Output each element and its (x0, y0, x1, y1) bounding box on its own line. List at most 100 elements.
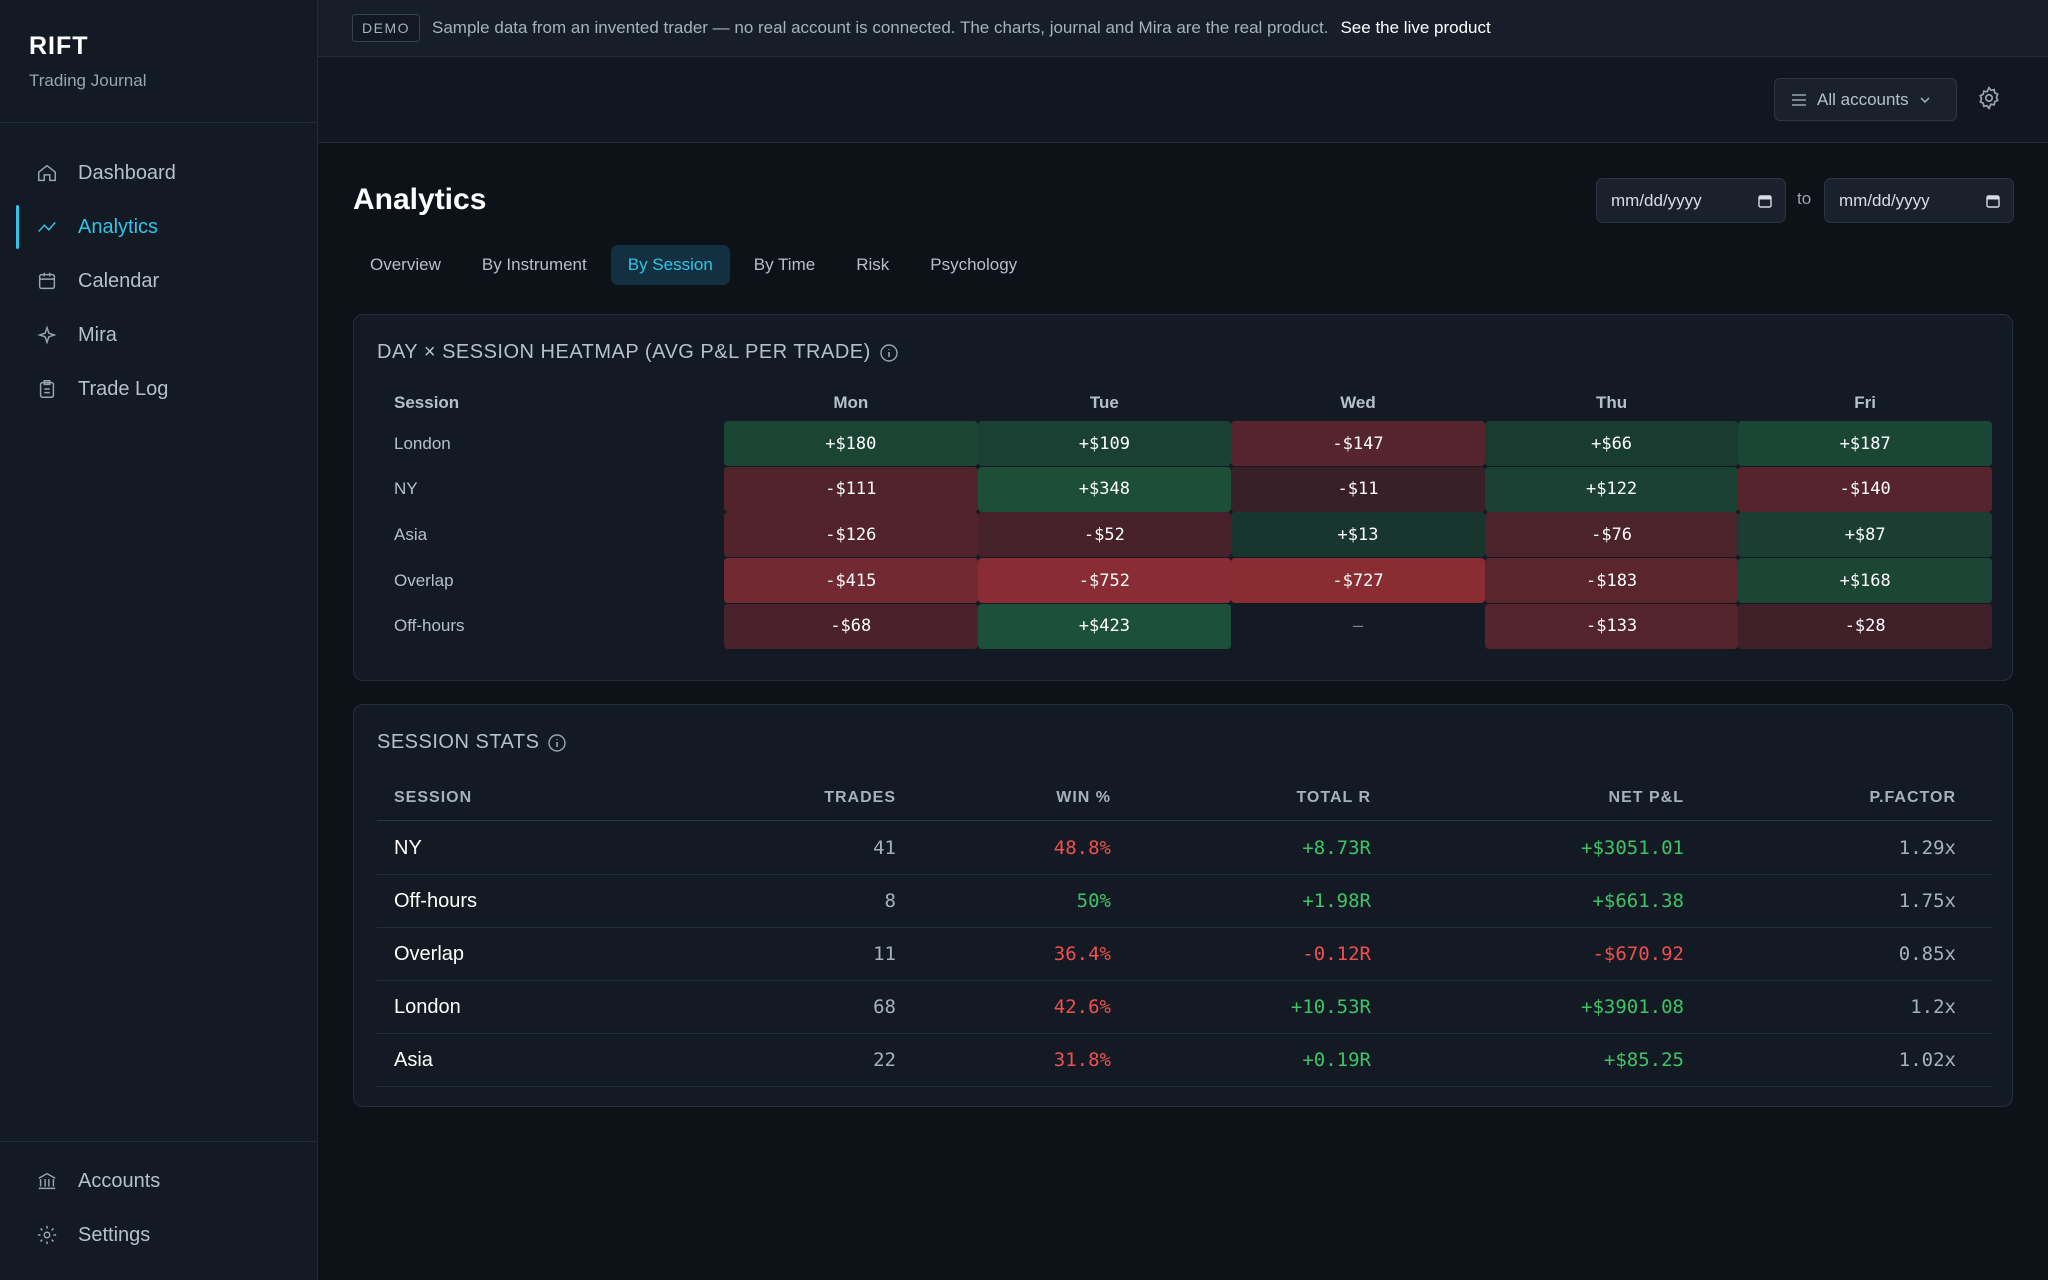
column-header-total-r[interactable]: TOTAL R (1296, 788, 1371, 806)
settings-button[interactable] (1976, 85, 2006, 115)
heatmap-cell[interactable]: -$126 (724, 512, 978, 558)
chevron-down-icon (1920, 96, 1930, 103)
trades-cell: 41 (873, 837, 896, 859)
total-r-cell: +8.73R (1302, 837, 1371, 859)
tab-by-time[interactable]: By Time (753, 255, 816, 274)
home-icon (36, 162, 58, 184)
sidebar-item-dashboard[interactable]: Dashboard (0, 146, 317, 200)
net-pl-cell: -$670.92 (1592, 943, 1684, 965)
bank-icon (36, 1170, 58, 1192)
total-r-cell: +0.19R (1302, 1049, 1371, 1071)
win-rate-cell: 36.4% (1053, 943, 1111, 965)
heatmap-cell[interactable]: -$133 (1484, 603, 1739, 649)
tab-psychology[interactable]: Psychology (930, 255, 1018, 274)
column-header-profit-factor[interactable]: P.FACTOR (1869, 788, 1956, 806)
heatmap-day-header: Tue (1089, 393, 1119, 412)
tab-risk[interactable]: Risk (856, 255, 890, 274)
column-header-win[interactable]: WIN % (1056, 788, 1111, 806)
brand-name: RIFT (29, 32, 89, 60)
account-select[interactable]: All accounts (1774, 78, 1957, 121)
heatmap-cell[interactable]: +$122 (1484, 466, 1739, 512)
heatmap-cell[interactable]: +$109 (977, 421, 1232, 467)
heatmap-cell[interactable]: +$168 (1738, 558, 1992, 604)
tab-by-session[interactable]: By Session (610, 245, 730, 285)
info-icon[interactable] (879, 343, 899, 363)
table-row[interactable]: Overlap 11 36.4% -0.12R -$670.92 0.85x (377, 928, 1992, 981)
heatmap-cell[interactable]: +$423 (977, 603, 1232, 649)
heatmap-cell[interactable]: -$140 (1738, 466, 1992, 512)
heatmap-day-header: Wed (1340, 393, 1376, 412)
heatmap-cell[interactable]: -$68 (724, 603, 978, 649)
heatmap-row: Asia -$126 -$52 +$13 -$76 +$87 (377, 512, 1992, 558)
trades-cell: 11 (873, 943, 896, 965)
heatmap-cell[interactable]: -$28 (1738, 603, 1992, 649)
column-header-net-pl[interactable]: NET P&L (1608, 788, 1684, 806)
calendar-icon (1986, 195, 2000, 208)
demo-banner: DEMO Sample data from an invented trader… (318, 0, 2048, 57)
clipboard-icon (36, 378, 58, 400)
total-r-cell: +10.53R (1290, 996, 1371, 1018)
info-icon[interactable] (547, 733, 567, 753)
session-stats-title-text: SESSION STATS (377, 731, 540, 753)
table-row[interactable]: Off-hours 8 50% +1.98R +$661.38 1.75x (377, 875, 1992, 928)
trades-cell: 8 (884, 890, 896, 912)
heatmap-cell[interactable]: -$415 (724, 558, 978, 604)
heatmap-cell[interactable]: +$87 (1738, 512, 1992, 558)
sidebar-item-mira[interactable]: Mira (0, 308, 317, 362)
table-row[interactable]: NY 41 48.8% +8.73R +$3051.01 1.29x (377, 822, 1992, 875)
sidebar-item-accounts[interactable]: Accounts (0, 1154, 317, 1208)
heatmap-grid: Session Mon Tue Wed Thu Fri London +$180 +… (377, 385, 1992, 649)
heatmap-cell[interactable]: -$147 (1231, 421, 1485, 467)
sidebar-item-trade-log[interactable]: Trade Log (0, 362, 317, 416)
heatmap-cell[interactable]: +$66 (1484, 421, 1739, 467)
heatmap-body: London +$180 +$109 -$147 +$66 +$187 NY -$111 +$3… (377, 421, 1992, 649)
trades-cell: 68 (873, 996, 896, 1018)
heatmap-row: Overlap -$415 -$752 -$727 -$183 +$168 (377, 558, 1992, 604)
net-pl-cell: +$85.25 (1603, 1049, 1684, 1071)
heatmap-cell[interactable]: — (1352, 616, 1364, 637)
win-rate-cell: 42.6% (1053, 996, 1111, 1018)
heatmap-title: DAY × SESSION HEATMAP (AVG P&L PER TRADE… (377, 341, 899, 364)
column-header-session[interactable]: SESSION (394, 788, 473, 806)
heatmap-cell[interactable]: +$187 (1738, 421, 1992, 467)
sidebar-item-label: Settings (78, 1223, 151, 1246)
tab-overview[interactable]: Overview (370, 255, 441, 274)
session-cell: London (394, 995, 461, 1018)
profit-factor-cell: 1.29x (1898, 837, 1956, 859)
heatmap-row: London +$180 +$109 -$147 +$66 +$187 (377, 421, 1992, 467)
heatmap-cell[interactable]: -$183 (1484, 558, 1739, 604)
heatmap-card: DAY × SESSION HEATMAP (AVG P&L PER TRADE… (353, 314, 2013, 681)
tab-by-instrument[interactable]: By Instrument (481, 255, 587, 274)
profit-factor-cell: 1.02x (1898, 1049, 1956, 1071)
heatmap-cell[interactable]: -$111 (724, 466, 978, 512)
sidebar-item-analytics[interactable]: Analytics (0, 200, 317, 254)
sidebar-item-label: Analytics (78, 215, 159, 238)
brand-subtitle: Trading Journal (29, 71, 147, 90)
topbar: All accounts (318, 57, 2048, 143)
heatmap-cell[interactable]: -$11 (1231, 466, 1485, 512)
calendar-icon (36, 270, 58, 292)
heatmap-cell[interactable]: -$76 (1484, 512, 1739, 558)
heatmap-row: NY -$111 +$348 -$11 +$122 -$140 (377, 466, 1992, 513)
sidebar: RIFT Trading Journal Dashboard Analytics… (0, 0, 318, 1280)
heatmap-cell[interactable]: -$752 (977, 558, 1232, 604)
gear-icon (1979, 86, 1999, 110)
date-to-input[interactable]: mm/dd/yyyy (1824, 178, 2014, 223)
session-cell: Overlap (394, 942, 465, 965)
heatmap-cell[interactable]: +$348 (977, 466, 1232, 512)
heatmap-cell[interactable]: +$13 (1231, 512, 1485, 558)
heatmap-cell[interactable]: -$52 (977, 512, 1232, 558)
net-pl-cell: +$661.38 (1592, 890, 1684, 912)
sidebar-item-settings[interactable]: Settings (0, 1208, 317, 1262)
win-rate-cell: 48.8% (1053, 837, 1111, 859)
date-from-input[interactable]: mm/dd/yyyy (1596, 178, 1786, 223)
table-row[interactable]: Asia 22 31.8% +0.19R +$85.25 1.02x (377, 1034, 1992, 1087)
sidebar-item-label: Dashboard (78, 161, 176, 184)
table-row[interactable]: London 68 42.6% +10.53R +$3901.08 1.2x (377, 981, 1992, 1034)
heatmap-cell[interactable]: -$727 (1231, 558, 1485, 604)
heatmap-cell[interactable]: +$180 (724, 421, 978, 467)
win-rate-cell: 31.8% (1053, 1049, 1111, 1071)
column-header-trades[interactable]: TRADES (824, 788, 896, 806)
sidebar-item-calendar[interactable]: Calendar (0, 254, 317, 308)
live-product-link[interactable]: See the live product (1340, 18, 1491, 37)
